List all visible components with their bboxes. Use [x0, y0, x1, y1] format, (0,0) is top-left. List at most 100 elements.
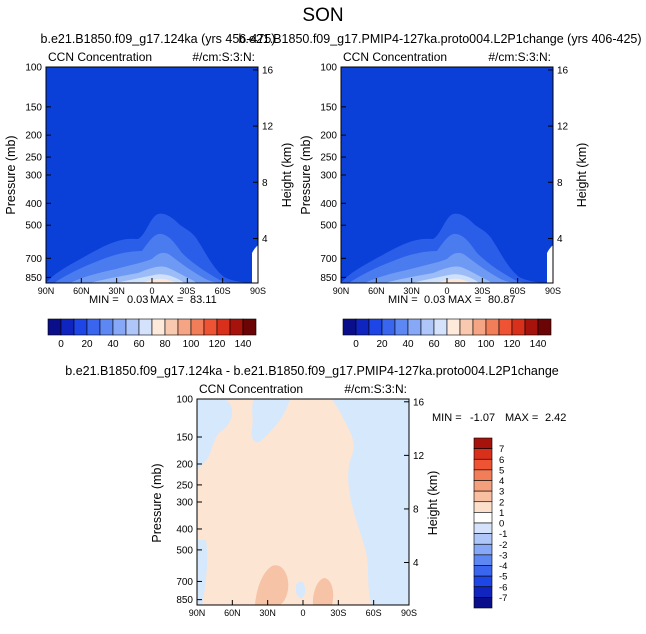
- colorbar-tick-label: 0: [58, 339, 64, 350]
- colorbar-swatch: [112, 318, 127, 336]
- panel-3-pos-strong-1: [255, 565, 289, 605]
- y-tick-label: 500: [25, 221, 42, 232]
- panel-1-min-label: MIN =: [89, 294, 119, 306]
- y-tick-label: 300: [25, 171, 42, 182]
- panel-2-y2label: Height (km): [575, 143, 589, 208]
- colorbar-swatch: [164, 318, 179, 336]
- x-tick-label: 60N: [73, 286, 90, 296]
- colorbar-swatch: [498, 318, 513, 336]
- colorbar-swatch: [473, 522, 493, 534]
- x-tick-label: 0: [444, 286, 449, 296]
- colorbar-tick-label: -5: [499, 572, 507, 583]
- y2-tick-label: 12: [557, 122, 569, 133]
- x-tick-label: 90N: [38, 286, 55, 296]
- colorbar-swatch: [473, 437, 493, 449]
- colorbar-swatch: [473, 512, 493, 524]
- panel-3-neg-region-mid: [296, 581, 306, 598]
- colorbar-swatch: [47, 318, 62, 336]
- y-tick-label: 500: [176, 545, 193, 556]
- colorbar-tick-label: -2: [499, 540, 507, 551]
- y-tick-label: 200: [320, 131, 337, 142]
- colorbar-tick-label: 80: [454, 339, 466, 350]
- panel-1: b.e21.B1850.f09_g17.124ka (yrs 456-475) …: [4, 32, 294, 350]
- colorbar-swatch: [473, 554, 493, 566]
- x-tick-label: 90S: [250, 286, 266, 296]
- x-tick-label: 30S: [179, 286, 195, 296]
- colorbar-swatch: [355, 318, 370, 336]
- colorbar-tick-label: 5: [499, 465, 504, 476]
- colorbar-tick-label: 120: [209, 339, 226, 350]
- plume-contour-level-2: [54, 233, 244, 283]
- colorbar-swatch: [537, 318, 552, 336]
- colorbar-swatch: [368, 318, 383, 336]
- plume-contour-level-2: [349, 233, 539, 283]
- x-tick-label: 60N: [224, 608, 241, 618]
- colorbar-swatch: [473, 586, 493, 598]
- panel-3-pos-strong-2: [312, 578, 334, 605]
- colorbar-swatch: [99, 318, 114, 336]
- colorbar-tick-label: -4: [499, 561, 507, 572]
- colorbar-swatch: [473, 448, 493, 460]
- panel-3-max-label: MAX =: [505, 412, 538, 424]
- colorbar-swatch: [524, 318, 539, 336]
- colorbar-swatch: [473, 533, 493, 545]
- y-tick-label: 850: [176, 595, 193, 606]
- plume-contour-level-6: [142, 278, 176, 283]
- panel-1-max-label: MAX =: [150, 294, 183, 306]
- y2-tick-label: 4: [262, 234, 268, 245]
- y-tick-label: 150: [25, 102, 42, 113]
- x-tick-label: 30S: [330, 608, 346, 618]
- plume-contour-level-3: [70, 252, 222, 283]
- colorbar-tick-label: 20: [376, 339, 388, 350]
- y2-tick-label: 8: [557, 178, 563, 189]
- y-tick-label: 300: [320, 171, 337, 182]
- y-tick-label: 200: [25, 131, 42, 142]
- colorbar-swatch: [446, 318, 461, 336]
- panel-1-left-label: CCN Concentration: [48, 50, 152, 64]
- panel-1-max-value: 83.11: [190, 294, 217, 306]
- panel-3-min-value: -1.07: [470, 412, 495, 424]
- colorbar-tick-label: 6: [499, 455, 504, 466]
- colorbar-swatch: [203, 318, 218, 336]
- colorbar-tick-label: 120: [504, 339, 521, 350]
- y2-tick-label: 4: [413, 558, 419, 569]
- colorbar-tick-label: 140: [235, 339, 252, 350]
- panel-2-max-value: 80.87: [488, 294, 516, 306]
- colorbar-swatch: [342, 318, 357, 336]
- panel-2-min-value: 0.03: [424, 294, 445, 306]
- colorbar-tick-label: 7: [499, 444, 504, 455]
- panel-2-left-label: CCN Concentration: [343, 50, 447, 64]
- y-tick-label: 250: [25, 153, 42, 164]
- colorbar-tick-label: 4: [499, 476, 504, 487]
- y2-tick-label: 4: [557, 234, 563, 245]
- colorbar-swatch: [229, 318, 244, 336]
- y2-tick-label: 8: [413, 504, 419, 515]
- colorbar-swatch: [433, 318, 448, 336]
- colorbar-swatch: [138, 318, 153, 336]
- colorbar-swatch: [473, 597, 493, 609]
- colorbar-swatch: [190, 318, 205, 336]
- colorbar-tick-label: 3: [499, 487, 504, 498]
- x-tick-label: 0: [300, 608, 305, 618]
- surface-gap: [547, 245, 553, 283]
- colorbar-swatch: [485, 318, 500, 336]
- y-tick-label: 150: [176, 433, 193, 444]
- panel-3-right-label: #/cm:S:3:N:: [344, 382, 407, 396]
- y2-tick-label: 8: [262, 178, 268, 189]
- colorbar-tick-label: 40: [107, 339, 119, 350]
- panel-3-left-label: CCN Concentration: [199, 382, 303, 396]
- colorbar-swatch: [242, 318, 257, 336]
- colorbar-tick-label: 2: [499, 497, 504, 508]
- colorbar-swatch: [125, 318, 140, 336]
- colorbar-tick-label: 80: [159, 339, 171, 350]
- plume-contour-level-3: [365, 252, 517, 283]
- x-tick-label: 30N: [108, 286, 125, 296]
- colorbar-tick-label: -6: [499, 582, 507, 593]
- y-tick-label: 250: [176, 480, 193, 491]
- panel-2-right-label: #/cm:S:3:N:: [488, 50, 551, 64]
- panel-3-neg-region-west: [197, 399, 233, 470]
- colorbar-swatch: [394, 318, 409, 336]
- y-tick-label: 400: [176, 524, 193, 535]
- colorbar-tick-label: 100: [183, 339, 200, 350]
- colorbar-tick-label: 140: [530, 339, 547, 350]
